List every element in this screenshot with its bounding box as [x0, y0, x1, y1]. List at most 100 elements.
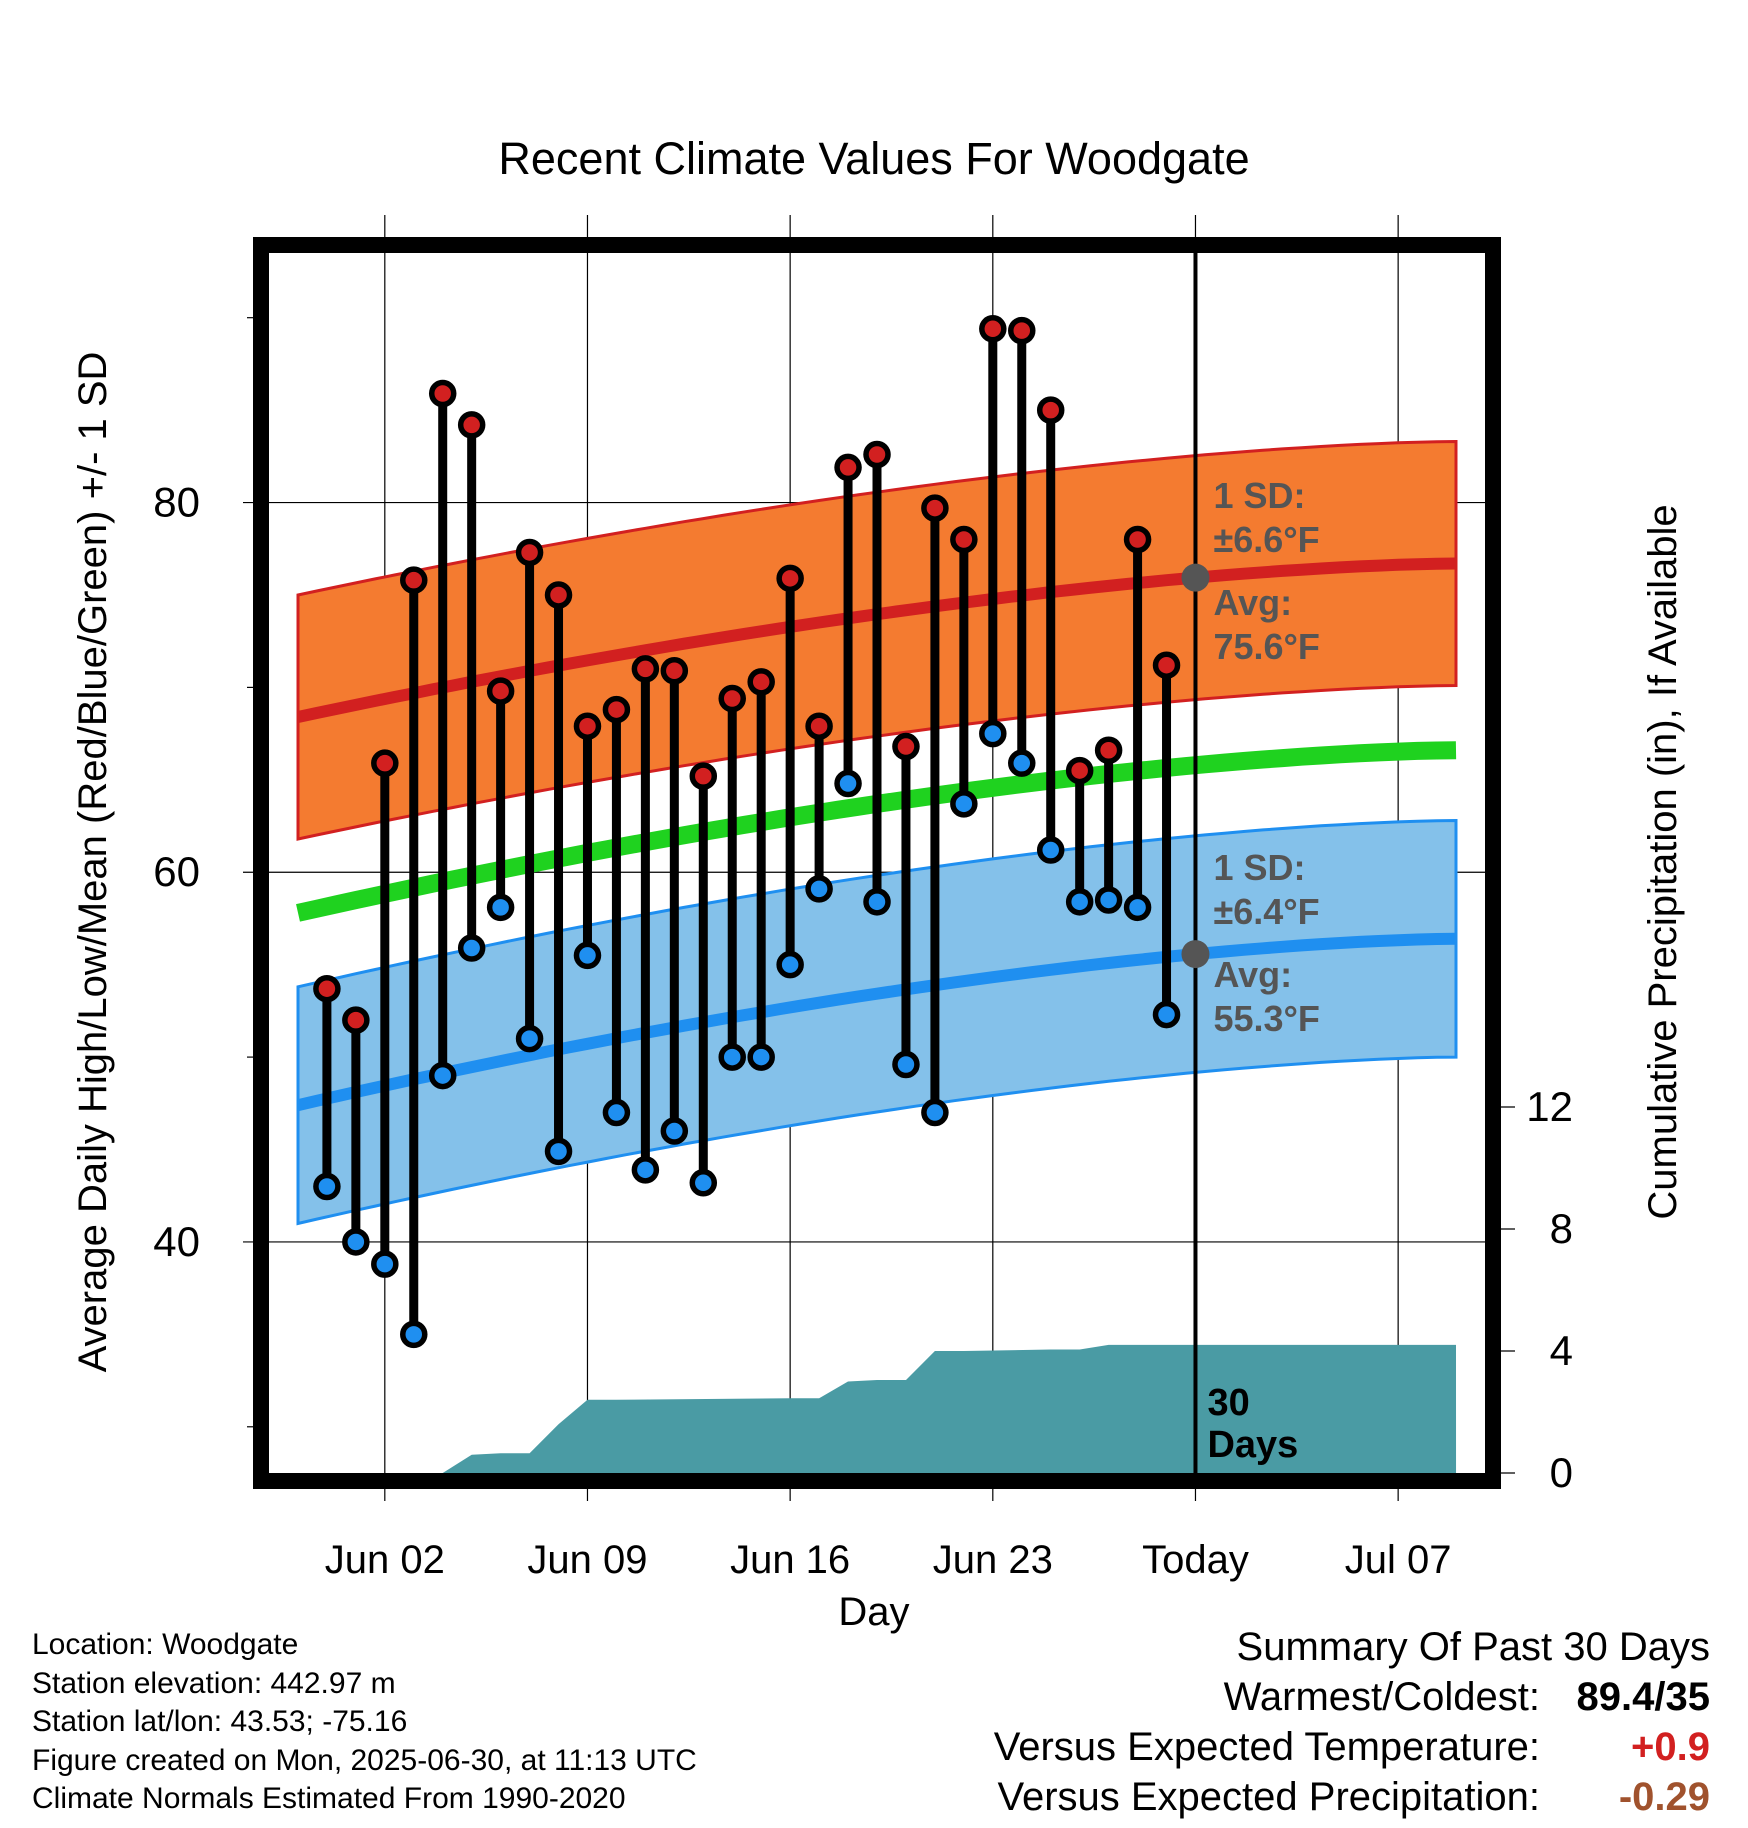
- low-sd-label: 1 SD:: [1213, 847, 1305, 888]
- temp-anomaly-value: +0.9: [1631, 1725, 1710, 1769]
- daily-low-point: [689, 1169, 718, 1197]
- daily-high-point: [1008, 316, 1036, 345]
- daily-low-point: [805, 875, 833, 903]
- daily-high-point: [602, 695, 631, 724]
- daily-high-point: [313, 974, 341, 1003]
- x-tick-label: Today: [1142, 1538, 1249, 1582]
- daily-low-point: [371, 1250, 399, 1278]
- y2-tick-label: 4: [1550, 1327, 1573, 1374]
- precipitation-area: [297, 1344, 1457, 1473]
- days-label-text: Days: [1207, 1424, 1298, 1466]
- avg-low-line: [296, 932, 1457, 1112]
- daily-high-point: [544, 581, 573, 609]
- daily-low-point: [544, 1137, 573, 1166]
- days-label-number: 30: [1207, 1382, 1249, 1424]
- daily-high-point: [342, 1006, 370, 1034]
- daily-high-point: [1094, 736, 1123, 764]
- daily-low-point: [950, 790, 978, 818]
- chart-title: Recent Climate Values For Woodgate: [498, 133, 1249, 184]
- daily-high-point: [428, 379, 457, 408]
- daily-low-point: [631, 1156, 660, 1184]
- x-tick-label: Jun 23: [933, 1538, 1053, 1582]
- daily-low-point: [515, 1024, 544, 1053]
- axes: Jun 02 Jun 09 Jun 16 Jun 23 Today Jul 0740608…: [153, 317, 1573, 1582]
- y-tick-label: 40: [153, 1218, 200, 1265]
- location-text: Location: Woodgate: [32, 1628, 299, 1661]
- daily-high-point: [515, 538, 544, 567]
- daily-high-point: [776, 564, 804, 593]
- daily-high-point: [950, 525, 978, 554]
- latlon-text: Station lat/lon: 43.53; -75.16: [32, 1705, 408, 1738]
- y2-tick-label: 0: [1550, 1449, 1573, 1496]
- x-tick-label: Jun 16: [730, 1538, 850, 1582]
- daily-high-point: [1152, 651, 1181, 679]
- high-avg-label: Avg:: [1213, 582, 1292, 623]
- daily-low-point: [573, 941, 602, 970]
- daily-low-point: [660, 1117, 689, 1145]
- avg-low-dot: [1181, 940, 1210, 969]
- daily-high-point: [1123, 525, 1152, 554]
- daily-low-point: [602, 1098, 631, 1127]
- daily-low-point: [718, 1043, 746, 1071]
- x-axis-label: Day: [838, 1590, 909, 1634]
- daily-low-point: [313, 1172, 341, 1201]
- daily-high-point: [486, 677, 515, 705]
- daily-high-point: [747, 668, 775, 696]
- low-avg-value: 55.3°F: [1213, 998, 1319, 1039]
- summary-heading: Summary Of Past 30 Days: [1236, 1625, 1710, 1669]
- normals-text: Climate Normals Estimated From 1990-2020: [32, 1782, 626, 1815]
- daily-low-point: [776, 950, 804, 979]
- temp-anomaly-label: Versus Expected Temperature:: [993, 1725, 1540, 1769]
- daily-low-point: [834, 769, 862, 798]
- high-avg-value: 75.6°F: [1213, 626, 1319, 667]
- daily-high-point: [718, 684, 746, 713]
- daily-high-point: [371, 749, 399, 777]
- daily-low-point: [1094, 886, 1123, 914]
- elevation-text: Station elevation: 442.97 m: [32, 1666, 396, 1700]
- daily-high-point: [631, 655, 660, 683]
- daily-low-point: [428, 1061, 457, 1090]
- x-tick-label: Jun 09: [527, 1538, 647, 1582]
- daily-high-point: [400, 566, 428, 594]
- daily-high-point: [689, 762, 718, 790]
- avg-high-dot: [1181, 563, 1210, 592]
- precip-area: [297, 1344, 1457, 1473]
- warmest-coldest-label: Warmest/Coldest:: [1223, 1675, 1540, 1719]
- warmest-coldest-value: 89.4/35: [1576, 1675, 1710, 1719]
- precip-anomaly-value: -0.29: [1618, 1775, 1710, 1819]
- daily-high-point: [863, 440, 891, 469]
- y-axis-label: Average Daily High/Low/Mean (Red/Blue/Gr…: [71, 352, 115, 1373]
- y2-tick-label: 8: [1550, 1205, 1573, 1252]
- daily-low-point: [1123, 893, 1152, 922]
- y2-tick-label: 12: [1526, 1083, 1573, 1130]
- daily-high-point: [457, 411, 486, 439]
- high-sd-value: ±6.6°F: [1213, 519, 1319, 560]
- y-tick-label: 60: [153, 848, 200, 895]
- daily-low-point: [1152, 1000, 1181, 1029]
- daily-low-point: [342, 1228, 370, 1256]
- low-avg-label: Avg:: [1213, 954, 1292, 995]
- daily-low-point: [979, 719, 1007, 748]
- daily-high-point: [660, 657, 689, 685]
- daily-low-point: [1008, 749, 1036, 777]
- daily-low-point: [486, 893, 515, 922]
- y-tick-label: 80: [153, 479, 200, 526]
- daily-high-point: [1065, 756, 1094, 785]
- daily-high-point: [979, 315, 1007, 343]
- daily-high-point: [921, 494, 949, 522]
- plot-frame: [253, 237, 1501, 1489]
- daily-range-bars: [313, 315, 1181, 1349]
- daily-low-point: [457, 934, 486, 962]
- x-tick-label: Jul 07: [1345, 1538, 1452, 1582]
- low-sd-value: ±6.4°F: [1213, 891, 1319, 932]
- daily-high-point: [573, 712, 602, 740]
- daily-low-point: [400, 1320, 428, 1349]
- daily-low-point: [921, 1098, 949, 1127]
- daily-low-point: [863, 888, 891, 916]
- daily-high-point: [1036, 396, 1065, 424]
- daily-low-point: [747, 1043, 775, 1071]
- high-sd-label: 1 SD:: [1213, 475, 1305, 516]
